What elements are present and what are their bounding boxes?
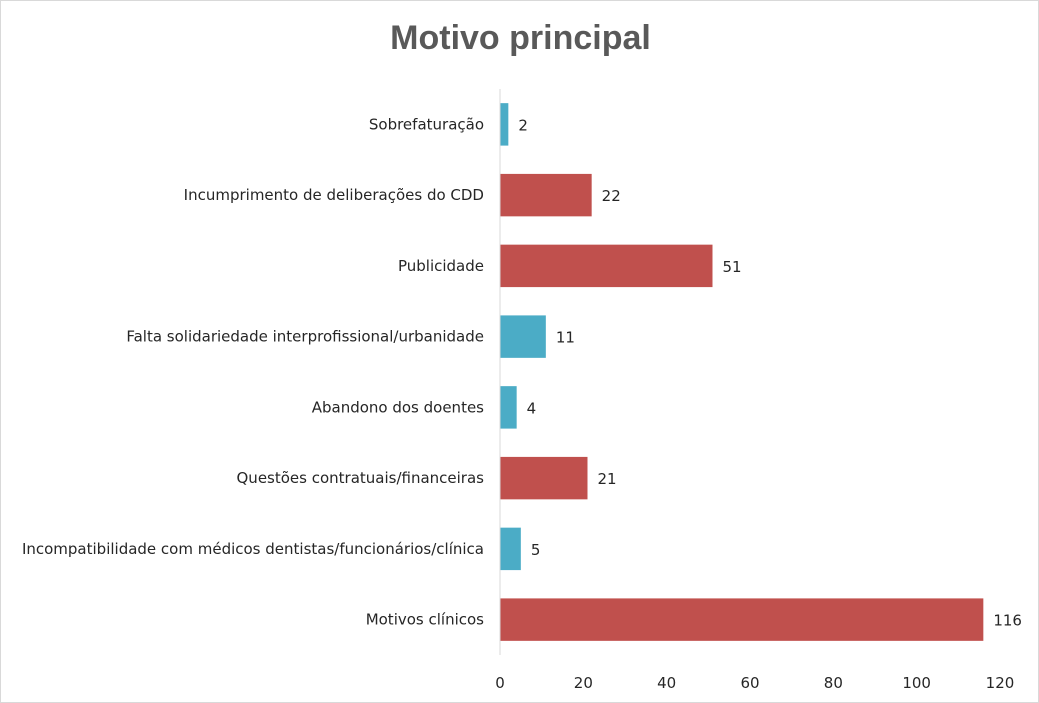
data-label: 4 <box>527 399 537 417</box>
data-label: 21 <box>598 470 617 488</box>
data-label: 5 <box>531 541 541 559</box>
bar <box>500 315 546 358</box>
bar <box>500 103 509 146</box>
data-label: 2 <box>518 116 528 134</box>
data-label: 116 <box>993 612 1022 630</box>
x-tick-label: 40 <box>657 674 676 692</box>
category-label: Incumprimento de deliberações do CDD <box>184 186 484 204</box>
bar <box>500 598 984 641</box>
x-tick-label: 120 <box>986 674 1015 692</box>
x-tick-label: 0 <box>495 674 505 692</box>
data-label: 22 <box>602 187 621 205</box>
bar <box>500 244 713 288</box>
category-label: Motivos clínicos <box>366 611 484 629</box>
category-label: Publicidade <box>398 257 484 275</box>
bar <box>500 527 521 571</box>
category-label: Sobrefaturação <box>369 115 484 133</box>
bar <box>500 173 592 217</box>
bar <box>500 386 517 429</box>
x-tick-label: 80 <box>824 674 843 692</box>
chart-title: Motivo principal <box>390 19 651 57</box>
category-label: Falta solidariedade interprofissional/ur… <box>126 328 484 346</box>
category-label: Questões contratuais/financeiras <box>237 469 485 487</box>
data-label: 51 <box>723 258 742 276</box>
x-tick-label: 60 <box>740 674 759 692</box>
data-label: 11 <box>556 329 575 347</box>
x-tick-label: 20 <box>574 674 593 692</box>
category-label: Abandono dos doentes <box>312 398 484 416</box>
category-label: Incompatibilidade com médicos dentistas/… <box>22 540 484 558</box>
bar <box>500 456 588 500</box>
x-tick-label: 100 <box>902 674 931 692</box>
